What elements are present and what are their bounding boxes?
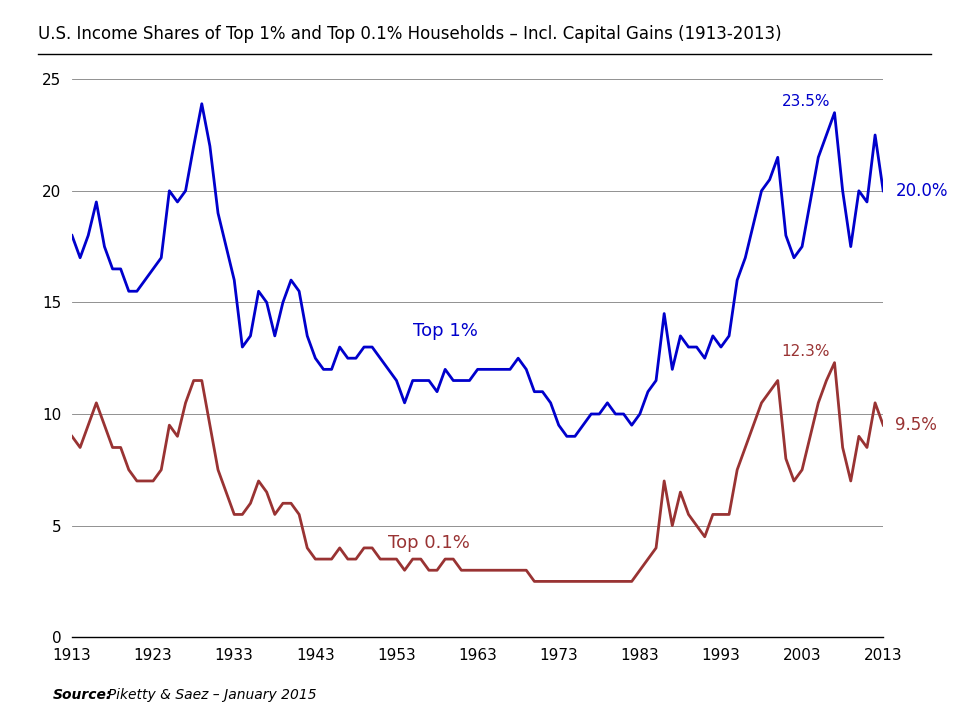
Text: Top 0.1%: Top 0.1% bbox=[389, 534, 470, 552]
Text: 12.3%: 12.3% bbox=[781, 344, 830, 359]
Text: 9.5%: 9.5% bbox=[896, 416, 937, 434]
Text: Source:: Source: bbox=[53, 688, 112, 702]
Text: 23.5%: 23.5% bbox=[781, 94, 830, 109]
Text: Top 1%: Top 1% bbox=[413, 322, 477, 340]
Text: 20.0%: 20.0% bbox=[896, 182, 948, 200]
Text: Piketty & Saez – January 2015: Piketty & Saez – January 2015 bbox=[99, 688, 317, 702]
Text: U.S. Income Shares of Top 1% and Top 0.1% Households – Incl. Capital Gains (1913: U.S. Income Shares of Top 1% and Top 0.1… bbox=[38, 25, 782, 43]
